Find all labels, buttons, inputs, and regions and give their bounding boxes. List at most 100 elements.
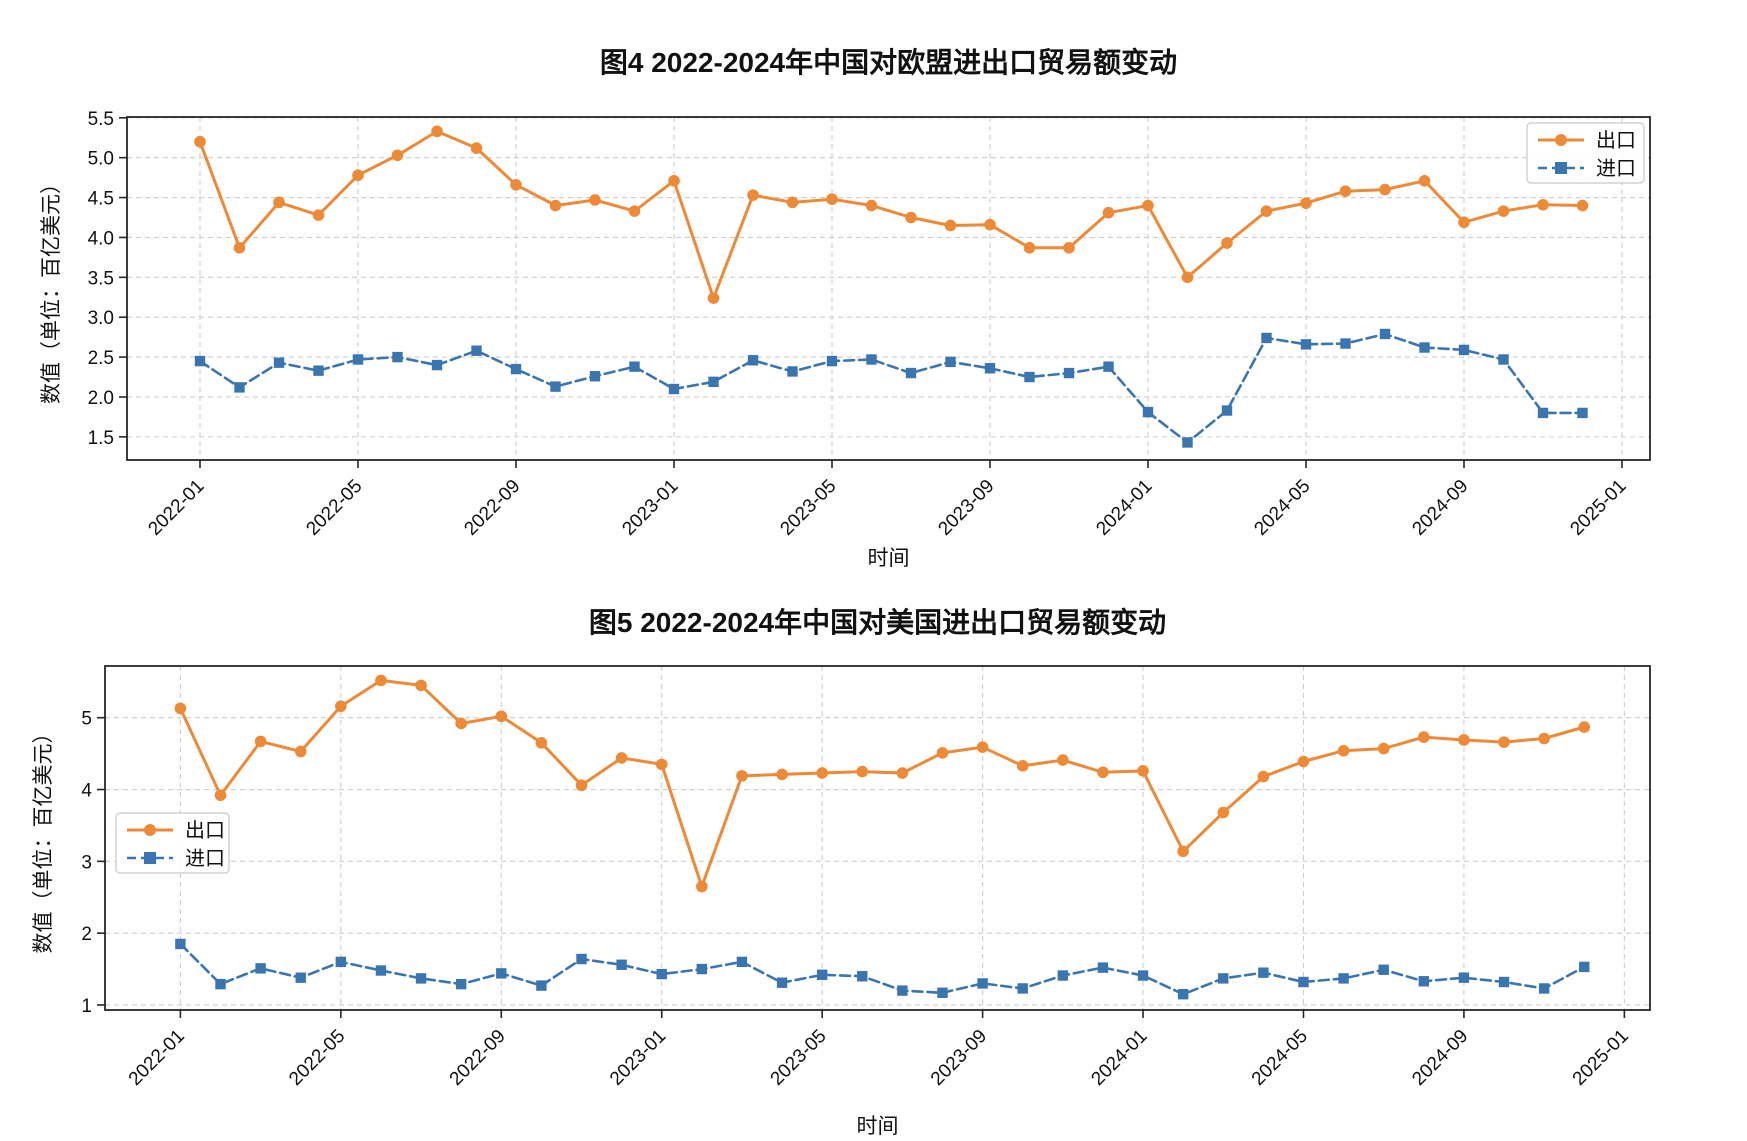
us-import-point-2023-01 [656, 968, 667, 980]
eu-y-tick-label: 2.0 [88, 388, 114, 409]
us-x-tick-label: 2024-01 [1087, 1026, 1151, 1090]
eu-legend-circle-marker-icon [1555, 134, 1567, 146]
eu-import-point-2022-03 [273, 357, 285, 368]
eu-export-point-2022-07 [431, 125, 443, 138]
us-import-point-2024-10 [1498, 976, 1510, 988]
us-export-point-2022-06 [375, 674, 387, 687]
eu-import-point-2023-05 [826, 355, 838, 367]
us-export-point-2024-12 [1578, 721, 1591, 733]
us-import-point-2022-08 [455, 978, 467, 990]
eu-y-tick-label: 4.0 [88, 228, 114, 249]
eu-import-point-2024-10 [1498, 354, 1509, 365]
eu-import-point-2024-09 [1458, 344, 1470, 356]
eu-export-point-2024-06 [1339, 185, 1352, 197]
us-chart-title: 图5 2022-2024年中国对美国进出口贸易额变动 [589, 606, 1166, 638]
eu-export-point-2022-10 [549, 199, 562, 212]
eu-import-point-2023-01 [668, 383, 680, 395]
us-import-point-2022-07 [415, 973, 427, 984]
eu-import-point-2024-08 [1419, 342, 1430, 353]
us-import-point-2022-02 [215, 978, 226, 990]
eu-export-point-2022-03 [273, 196, 285, 209]
us-export-point-2024-05 [1297, 755, 1310, 768]
us-export-point-2023-04 [776, 768, 788, 781]
eu-export-point-2024-07 [1379, 183, 1391, 196]
us-import-point-2023-07 [897, 985, 908, 996]
eu-y-tick-label: 1.5 [88, 428, 114, 449]
eu-import-point-2022-10 [550, 381, 561, 392]
eu-chart-title: 图4 2022-2024年中国对欧盟进出口贸易额变动 [600, 46, 1177, 78]
us-export-point-2024-11 [1538, 732, 1550, 745]
eu-export-point-2024-03 [1221, 237, 1233, 249]
us-import-point-2022-06 [375, 965, 387, 976]
eu-import-point-2023-12 [1103, 361, 1114, 372]
us-export-point-2022-12 [615, 752, 628, 764]
us-import-point-2022-04 [295, 972, 306, 983]
eu-x-tick-label: 2023-01 [618, 476, 682, 540]
eu-export-point-2024-08 [1418, 175, 1431, 187]
eu-import-point-2024-07 [1379, 328, 1391, 340]
us-export-point-2023-10 [1016, 760, 1029, 772]
eu-x-tick-label: 2022-09 [460, 476, 524, 540]
us-export-point-2022-09 [495, 710, 508, 723]
eu-import-point-2023-04 [787, 366, 798, 377]
us-export-point-2023-06 [856, 765, 869, 778]
eu-import-point-2023-06 [866, 354, 877, 365]
eu-import-point-2023-09 [984, 363, 996, 374]
eu-import-point-2022-06 [392, 351, 403, 363]
us-import-point-2022-01 [175, 938, 186, 950]
us-export-point-2024-07 [1377, 742, 1390, 755]
us-import-point-2022-12 [616, 959, 627, 970]
eu-export-point-2022-09 [510, 179, 522, 191]
eu-import-point-2022-02 [234, 382, 245, 393]
eu-export-point-2023-12 [1102, 206, 1115, 219]
us-import-point-2023-03 [736, 956, 748, 968]
eu-x-tick-label: 2023-09 [934, 476, 998, 540]
us-import-point-2024-12 [1579, 961, 1590, 973]
us-export-point-2023-01 [655, 758, 668, 771]
us-export-point-2022-02 [214, 789, 227, 802]
eu-import-point-2024-01 [1142, 406, 1154, 418]
eu-export-point-2023-08 [944, 219, 957, 232]
us-import-point-2024-11 [1538, 983, 1550, 994]
eu-x-tick-label: 2025-01 [1566, 476, 1630, 540]
us-plot-border [104, 665, 1651, 1011]
eu-import-point-2024-03 [1221, 405, 1233, 416]
us-export-point-2023-07 [896, 767, 909, 779]
us-import-point-2023-05 [816, 969, 828, 981]
eu-export-point-2023-01 [668, 175, 680, 187]
us-y-tick-label: 3 [81, 852, 92, 873]
eu-export-point-2023-07 [905, 211, 917, 224]
us-import-point-2023-06 [857, 971, 868, 982]
eu-export-point-2024-10 [1497, 205, 1510, 217]
eu-import-point-2024-04 [1261, 332, 1272, 344]
us-export-point-2022-04 [294, 745, 307, 758]
us-import-point-2024-02 [1177, 989, 1189, 1000]
eu-import-point-2023-03 [747, 355, 759, 366]
eu-import-point-2022-08 [471, 345, 482, 356]
eu-export-point-2022-11 [589, 194, 601, 206]
us-export-point-2023-09 [976, 741, 989, 753]
eu-export-point-2022-05 [352, 169, 364, 182]
eu-import-point-2024-06 [1340, 338, 1351, 349]
us-legend-circle-marker-icon [144, 824, 156, 836]
us-x-tick-label: 2024-09 [1408, 1026, 1472, 1090]
us-import-point-2024-06 [1338, 973, 1349, 984]
us-y-tick-label: 2 [81, 924, 92, 945]
us-import-point-2022-05 [335, 956, 347, 968]
us-export-point-2022-11 [575, 779, 588, 792]
eu-export-point-2022-08 [470, 142, 483, 154]
us-import-point-2023-09 [977, 978, 988, 989]
eu-legend-square-marker-icon [1555, 162, 1567, 174]
eu-import-point-2023-11 [1063, 367, 1075, 379]
us-export-point-2024-01 [1137, 765, 1149, 777]
eu-legend-label-import: 进口 [1596, 157, 1636, 180]
eu-import-point-2022-09 [510, 363, 522, 375]
us-x-tick-label: 2023-01 [606, 1026, 670, 1090]
us-export-point-2024-02 [1177, 845, 1189, 858]
us-import-point-2022-10 [536, 980, 547, 991]
eu-export-point-2023-05 [826, 193, 838, 205]
us-import-point-2022-03 [255, 963, 266, 974]
eu-export-point-2024-01 [1142, 199, 1154, 212]
eu-import-point-2023-07 [905, 367, 917, 379]
